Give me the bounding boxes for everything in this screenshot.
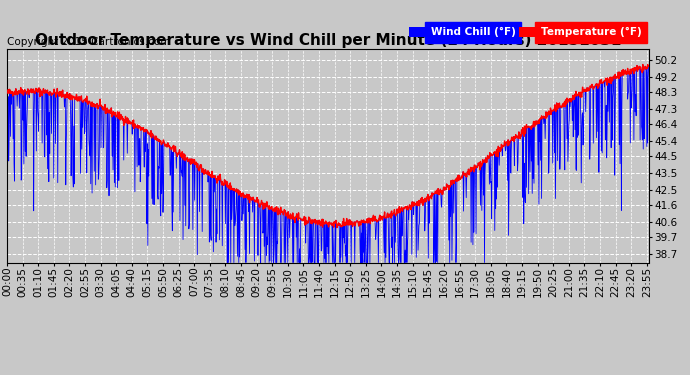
Title: Outdoor Temperature vs Wind Chill per Minute (24 Hours) 20151031: Outdoor Temperature vs Wind Chill per Mi… [34, 33, 621, 48]
Text: Copyright 2015 Cartronics.com: Copyright 2015 Cartronics.com [7, 37, 170, 47]
Legend: Wind Chill (°F), Temperature (°F): Wind Chill (°F), Temperature (°F) [406, 25, 643, 39]
